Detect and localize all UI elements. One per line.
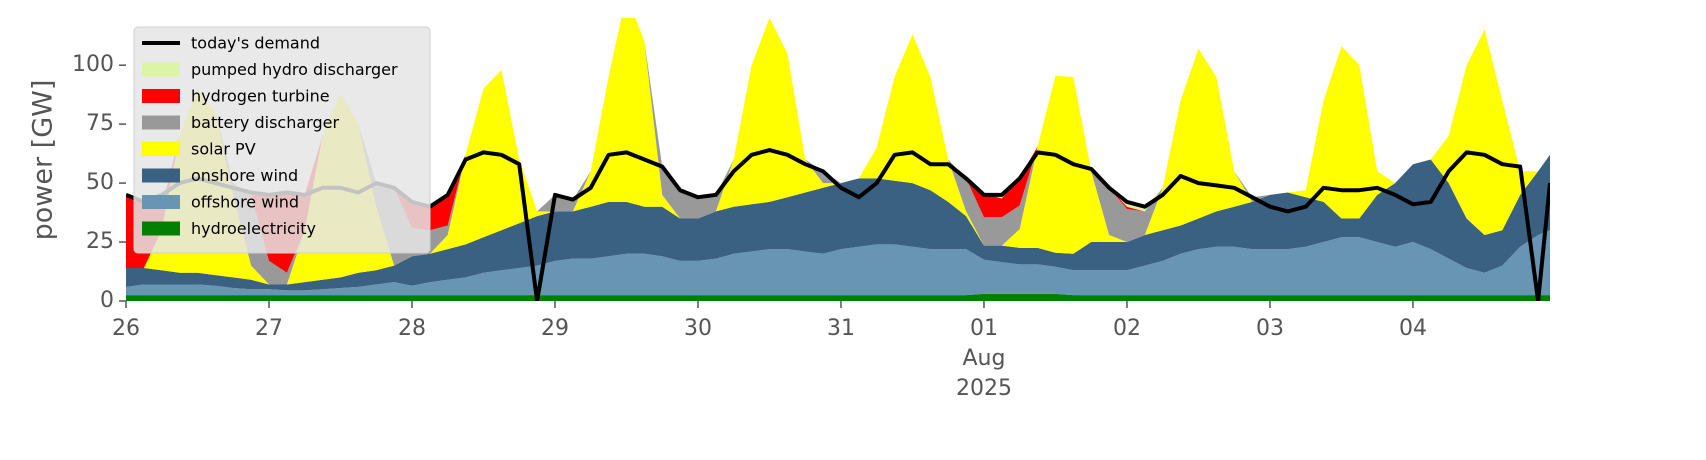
x-tick-label: 03 — [1256, 316, 1284, 341]
area-hydroelectricity — [126, 293, 1550, 301]
x-tick-label: 04 — [1399, 316, 1427, 341]
legend-label: today's demand — [191, 34, 320, 53]
legend-swatch — [142, 142, 180, 156]
legend-swatch — [142, 115, 180, 130]
legend-label: battery discharger — [191, 113, 339, 132]
legend-box — [133, 26, 431, 254]
axes: 0 25 50 75 100 26 27 28 29 30 31 01 02 03 04 Aug 2025 — [72, 52, 1427, 401]
y-tick-label: 75 — [86, 111, 114, 136]
legend-swatch — [142, 62, 180, 77]
x-tick-label: 27 — [255, 316, 283, 341]
x-tick-label: 01 — [970, 316, 998, 341]
area-solar-pv — [126, 18, 1550, 285]
x-tick-sublabel: Aug — [962, 346, 1005, 371]
legend-swatch — [142, 195, 180, 209]
x-tick-label: 28 — [398, 316, 426, 341]
area-onshore-wind — [126, 154, 1550, 291]
legend: today's demand pumped hydro discharger hyd… — [133, 26, 431, 254]
legend-label: solar PV — [191, 140, 256, 159]
legend-label: offshore wind — [191, 193, 299, 212]
legend-swatch — [142, 168, 180, 183]
x-tick-label: 29 — [541, 316, 569, 341]
y-tick-label: 50 — [86, 170, 114, 195]
legend-label: hydroelectricity — [191, 219, 316, 238]
area-offshore-wind — [126, 230, 1550, 296]
x-tick-sublabel: 2025 — [956, 376, 1012, 401]
y-axis-label: power [GW] — [28, 80, 59, 241]
legend-swatch — [142, 221, 180, 236]
legend-label: onshore wind — [191, 166, 298, 185]
legend-swatch — [142, 89, 180, 103]
x-tick-label: 30 — [684, 316, 712, 341]
x-tick-label: 26 — [112, 316, 140, 341]
legend-label: hydrogen turbine — [191, 87, 330, 106]
x-tick-label: 31 — [827, 316, 855, 341]
x-tick-label: 02 — [1113, 316, 1141, 341]
y-tick-label: 100 — [72, 52, 114, 77]
legend-label: pumped hydro discharger — [191, 60, 398, 79]
y-tick-label: 0 — [100, 288, 114, 313]
y-tick-label: 25 — [86, 229, 114, 254]
